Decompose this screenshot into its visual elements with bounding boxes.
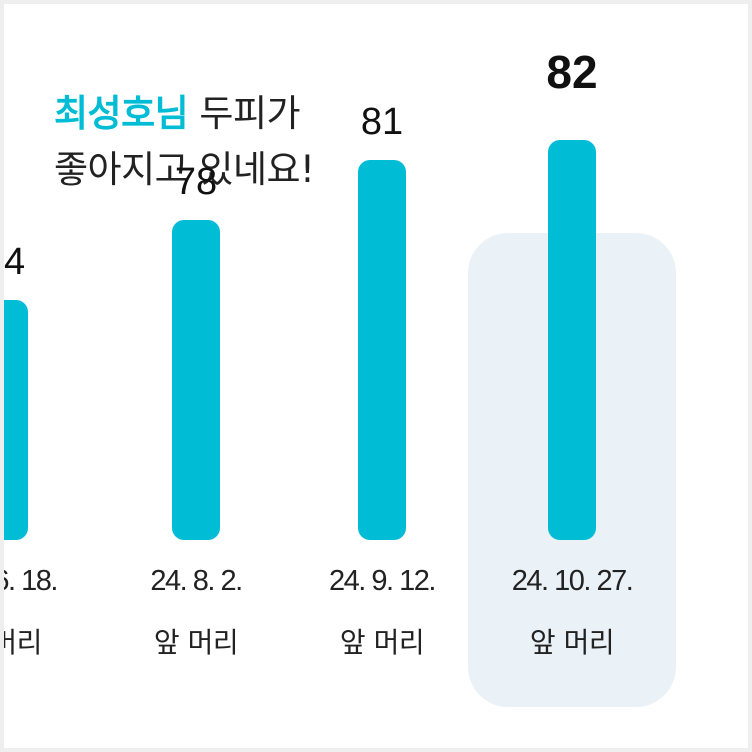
bar-4	[548, 140, 596, 540]
headline-line1: 두피가	[188, 92, 301, 135]
area-label-3: 앞 머리	[340, 626, 424, 659]
scalp-score-bar-chart: 74 24. 6. 18. 앞머리 78 24. 8. 2. 앞 머리 81 24. 9. 1…	[4, 46, 676, 707]
value-label-2: 78	[175, 161, 217, 203]
date-label-4: 24. 10. 27.	[512, 565, 633, 597]
score-card: 최성호님 두피가 좋아지고 있네요! 74 24. 6. 18. 앞머리 78 24. …	[4, 4, 748, 748]
date-label-1: 24. 6. 18.	[4, 565, 57, 597]
user-name: 최성호님	[54, 92, 189, 135]
area-label-1: 앞머리	[4, 626, 42, 659]
date-label-2: 24. 8. 2.	[150, 565, 241, 597]
area-label-2: 앞 머리	[154, 626, 238, 659]
bar-2	[172, 220, 220, 540]
value-label-3: 81	[361, 101, 403, 143]
headline: 최성호님 두피가 좋아지고 있네요!	[54, 86, 315, 198]
area-label-4: 앞 머리	[530, 626, 614, 659]
value-label-1: 74	[4, 241, 25, 283]
headline-line2: 좋아지고 있네요!	[54, 148, 315, 191]
bar-1	[4, 300, 28, 540]
bar-3	[358, 160, 406, 540]
value-label-4: 82	[546, 46, 597, 98]
date-label-3: 24. 9. 12.	[329, 565, 435, 597]
